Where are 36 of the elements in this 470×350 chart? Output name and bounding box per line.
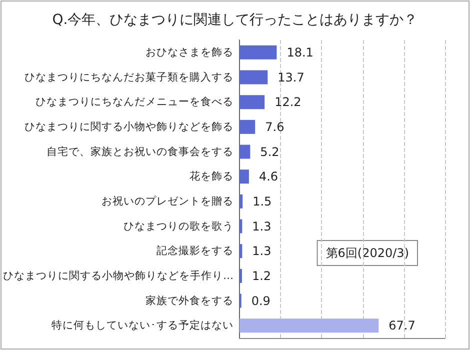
data-label: 7.6 bbox=[265, 120, 284, 134]
data-label: 13.7 bbox=[278, 70, 304, 84]
bar bbox=[240, 170, 249, 184]
bar bbox=[240, 219, 242, 234]
y-tick-label: ひなまつりの歌を歌う bbox=[124, 220, 234, 232]
bar bbox=[240, 318, 379, 333]
annotation: 第6回(2020/3) bbox=[326, 246, 410, 260]
y-tick-label: 家族で外食をする bbox=[146, 294, 234, 307]
data-label: 4.6 bbox=[258, 170, 278, 184]
data-label: 1.3 bbox=[252, 219, 272, 234]
data-label: 18.1 bbox=[286, 45, 314, 60]
bar bbox=[240, 70, 268, 84]
y-tick-label: 記念撮影をする bbox=[156, 244, 234, 258]
bar bbox=[240, 194, 243, 208]
data-label: 5.2 bbox=[260, 144, 280, 159]
y-tick-label: ひなまつりにちなんだお菓子類を購入する bbox=[24, 70, 234, 84]
y-tick-label: 自宅で、家族とお祝いの食事会をする bbox=[46, 144, 234, 158]
bar bbox=[240, 45, 277, 60]
y-tick-label: 特に何もしていない･する予定はない bbox=[52, 318, 234, 332]
bar bbox=[240, 244, 242, 258]
chart-title: Q.今年、ひなまつりに関連して行ったことはありますか？ bbox=[52, 12, 418, 28]
bar bbox=[240, 95, 265, 110]
y-tick-label: お祝いのプレゼントを贈る bbox=[102, 194, 234, 208]
y-tick-label: ひなまつりにちなんだメニューを食べる bbox=[36, 96, 234, 108]
data-label: 12.2 bbox=[274, 95, 302, 110]
y-tick-label: ひなまつりに関する小物や飾りなどを手作り… bbox=[3, 268, 234, 282]
y-tick-label: おひなさまを飾る bbox=[146, 46, 234, 58]
y-tick-label: 花を飾る bbox=[190, 170, 234, 183]
data-label: 1.3 bbox=[252, 244, 272, 258]
data-label: 0.9 bbox=[251, 294, 270, 308]
data-label: 1.5 bbox=[252, 194, 272, 208]
bar bbox=[240, 120, 256, 134]
data-label: 1.2 bbox=[252, 268, 272, 283]
bar bbox=[240, 144, 250, 159]
data-label: 67.7 bbox=[388, 318, 416, 333]
y-tick-label: ひなまつりに関する小物や飾りなどを飾る bbox=[24, 120, 234, 133]
